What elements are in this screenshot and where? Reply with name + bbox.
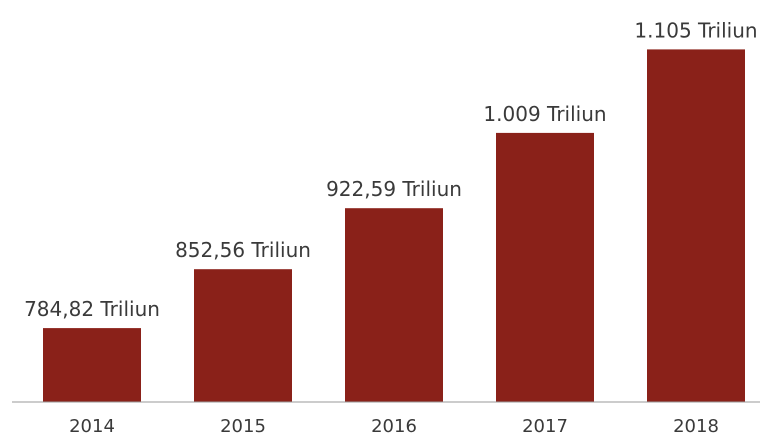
x-tick-label-2016: 2016 (371, 416, 417, 436)
data-label-2018: 1.105 Triliun (634, 18, 757, 42)
bar-2017 (496, 132, 594, 402)
x-tick-label-2018: 2018 (673, 416, 719, 436)
bar-2018 (647, 49, 745, 403)
bar-2014 (43, 328, 141, 402)
x-axis-ticks: 2014 2015 2016 2017 2018 (69, 416, 719, 436)
bar-2016 (345, 208, 443, 402)
data-label-2015: 852,56 Triliun (175, 238, 311, 262)
x-tick-label-2017: 2017 (522, 416, 568, 436)
data-labels-layer: 784,82 Triliun 852,56 Triliun 922,59 Trili… (24, 18, 758, 321)
x-tick-label-2015: 2015 (220, 416, 266, 436)
bar-2015 (194, 269, 292, 402)
bars-layer (43, 49, 745, 403)
x-tick-label-2014: 2014 (69, 416, 115, 436)
data-label-2014: 784,82 Triliun (24, 297, 160, 321)
data-label-2016: 922,59 Triliun (326, 177, 462, 201)
data-label-2017: 1.009 Triliun (483, 102, 606, 126)
